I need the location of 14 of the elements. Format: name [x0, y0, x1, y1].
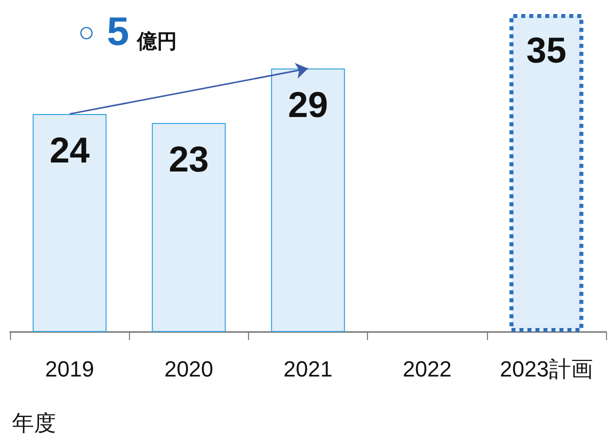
- bar: [152, 123, 226, 332]
- x-tick-label: 2019: [45, 356, 94, 382]
- data-label: 29: [288, 84, 328, 126]
- x-tick-label: 2021: [284, 356, 332, 382]
- bar: [271, 68, 345, 332]
- bar: [32, 114, 107, 332]
- data-label: 24: [50, 129, 90, 170]
- x-tick-label: 2020: [164, 356, 214, 382]
- x-axis-title: 年度: [12, 410, 56, 436]
- x-tick-label: 2023計画: [500, 356, 593, 382]
- x-tick-label: 2022: [402, 356, 452, 382]
- data-label: 23: [168, 138, 209, 180]
- data-label: 35: [526, 30, 566, 70]
- annotation: ○ 5 億円: [78, 10, 178, 54]
